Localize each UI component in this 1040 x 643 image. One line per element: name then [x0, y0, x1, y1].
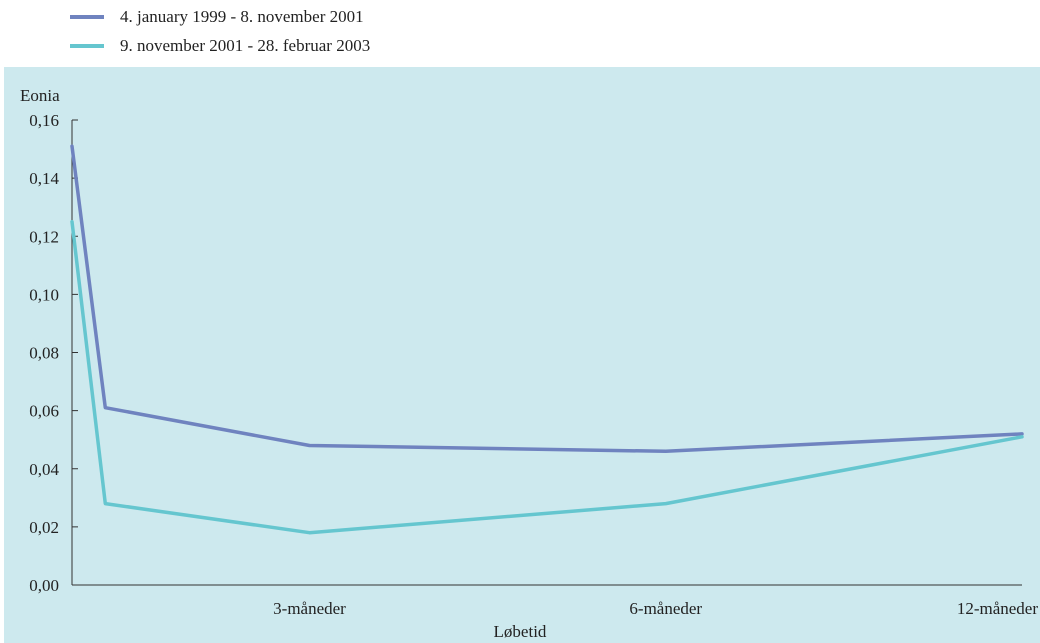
legend-swatch-series-2 [70, 44, 104, 48]
y-tick-label: 0,16 [29, 111, 59, 130]
legend-label-series-2: 9. november 2001 - 28. februar 2003 [120, 36, 371, 55]
x-axis-title: Løbetid [494, 622, 547, 641]
y-tick-label: 0,02 [29, 518, 59, 537]
legend-swatch-series-1 [70, 15, 104, 19]
series-line-2 [70, 219, 1024, 535]
y-axis: 0,00 0,02 0,04 0,06 0,08 0,10 0,12 0,14 0,16 [29, 111, 78, 595]
x-tick-label: 6-måneder [629, 599, 702, 618]
legend-label-series-1: 4. january 1999 - 8. november 2001 [120, 7, 364, 26]
x-tick-label: 3-måneder [273, 599, 346, 618]
x-tick-label: 12-måneder [957, 599, 1039, 618]
y-axis-title: Eonia [20, 86, 60, 105]
legend-item-series-2: 9. november 2001 - 28. februar 2003 [70, 35, 370, 57]
y-tick-label: 0,12 [29, 227, 59, 246]
y-tick-label: 0,06 [29, 402, 59, 421]
x-axis: 3-måneder 6-måneder 12-måneder [273, 599, 1038, 618]
series-lines [70, 144, 1024, 535]
y-tick-label: 0,10 [29, 285, 59, 304]
legend-item-series-1: 4. january 1999 - 8. november 2001 [70, 6, 364, 28]
y-tick-label: 0,08 [29, 344, 59, 363]
chart-legend: 4. january 1999 - 8. november 2001 9. no… [0, 0, 1040, 66]
y-tick-label: 0,14 [29, 169, 59, 188]
y-tick-label: 0,00 [29, 576, 59, 595]
plot-background [4, 67, 1040, 643]
series-line-1 [70, 144, 1024, 454]
y-tick-label: 0,04 [29, 460, 59, 479]
